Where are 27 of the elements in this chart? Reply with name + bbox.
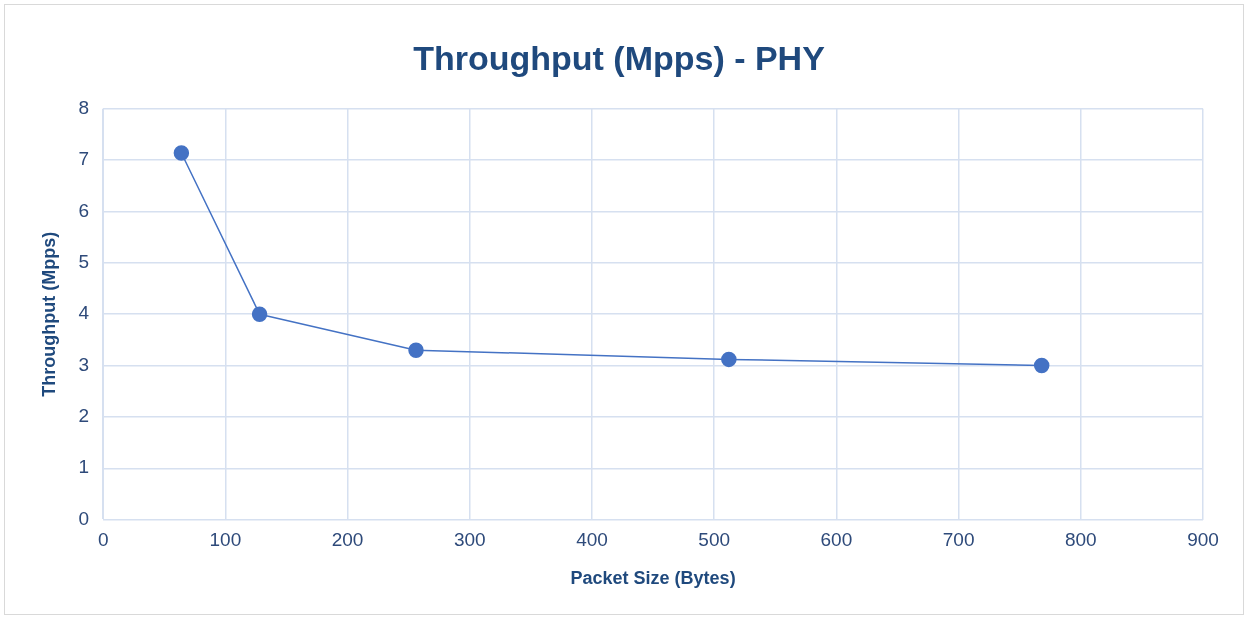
point [408, 342, 424, 358]
point [721, 351, 737, 368]
y-tick-label: 2 [78, 405, 90, 427]
y-tick-label: 8 [78, 97, 90, 119]
x-tick-label: 300 [453, 529, 486, 551]
x-tick-label: 200 [331, 529, 364, 551]
x-tick-label: 900 [1187, 529, 1219, 551]
y-tick-label: 3 [78, 353, 90, 375]
chart-title: Throughput (Mpps) - PHY [413, 38, 826, 77]
x-tick-label: 500 [698, 529, 731, 551]
x-tick-label: 400 [576, 529, 608, 551]
y-axis-title: Throughput (Mpps) [38, 231, 59, 397]
x-tick-label: 100 [209, 529, 242, 551]
point [251, 306, 268, 322]
y-tick-label: 7 [78, 148, 90, 170]
x-tick-label: 600 [820, 529, 853, 551]
x-tick-label: 700 [942, 529, 975, 551]
point [1033, 357, 1050, 374]
y-tick-label: 4 [78, 302, 90, 324]
y-tick-label: 5 [78, 251, 90, 273]
x-axis-title: Packet Size (Bytes) [570, 568, 736, 589]
x-tick-label: 0 [97, 529, 109, 551]
y-tick-label: 6 [78, 199, 90, 221]
x-tick-label: 800 [1064, 529, 1097, 551]
point [173, 145, 190, 161]
y-tick-label: 0 [78, 507, 90, 529]
y-tick-label: 1 [78, 456, 90, 478]
